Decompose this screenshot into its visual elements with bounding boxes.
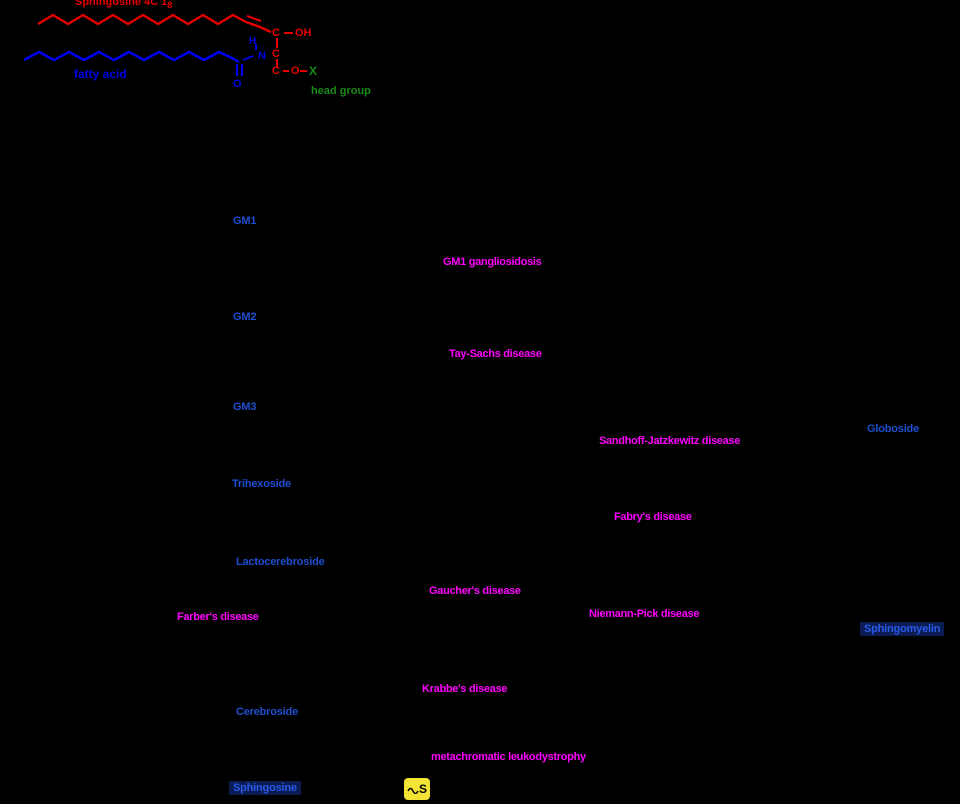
oxygen-atom: O (291, 65, 300, 77)
sphingolipid-structure-drawing (23, 13, 307, 76)
fatty-acid-chain (23, 50, 240, 64)
carbon-atom: C (272, 65, 280, 77)
metabolite-gm2: GM2 (233, 311, 257, 323)
disease-metachromatic-leukodystrophy: metachromatic leukodystrophy (431, 751, 586, 763)
sphingosine-structure-label-subscript: 8 (167, 0, 173, 11)
disease-farber: Farber's disease (177, 611, 259, 623)
sphingosine-structure-label: Sphingosine 4C 18 (75, 0, 172, 10)
carbon-atom: C (272, 48, 280, 60)
disease-krabbe: Krabbe's disease (422, 683, 508, 695)
hydroxyl-group: OH (295, 27, 312, 39)
fatty-acid-label: fatty acid (74, 67, 127, 81)
disease-fabry: Fabry's disease (614, 511, 692, 523)
bond-squiggle-icon (407, 787, 419, 794)
metabolite-sphingosine: Sphingosine (229, 781, 301, 795)
metabolite-sphingomyelin: Sphingomyelin (860, 622, 945, 636)
sulfur-atom: S (418, 782, 427, 796)
carbon-atom: C (272, 27, 280, 39)
nitrogen-atom: N (258, 50, 266, 62)
metabolite-globoside: Globoside (867, 423, 919, 435)
carbonyl-oxygen-atom: O (233, 78, 242, 90)
head-group-label: head group (311, 85, 371, 97)
metabolite-lactocerebroside: Lactocerebroside (236, 556, 325, 568)
disease-tay-sachs: Tay-Sachs disease (449, 348, 542, 360)
metabolite-gm1: GM1 (233, 215, 257, 227)
head-group-x-atom: X (309, 64, 318, 78)
sphingosine-chain (37, 13, 247, 26)
disease-sandhoff-jatzkewitz: Sandhoff-Jatzkewitz disease (599, 435, 741, 447)
metabolite-cerebroside: Cerebroside (236, 706, 298, 718)
disease-gm1-gangliosidosis: GM1 gangliosidosis (443, 256, 542, 268)
sulfatide-sulfate-highlight: S (404, 778, 430, 800)
metabolite-trihexoside: Trihexoside (232, 478, 291, 490)
metabolite-gm3: GM3 (233, 401, 257, 413)
disease-niemann-pick: Niemann-Pick disease (589, 608, 700, 620)
sphingosine-structure-label-text: Sphingosine 4C 1 (75, 0, 168, 8)
hydrogen-atom: H (249, 36, 257, 47)
disease-gaucher: Gaucher's disease (429, 585, 521, 597)
